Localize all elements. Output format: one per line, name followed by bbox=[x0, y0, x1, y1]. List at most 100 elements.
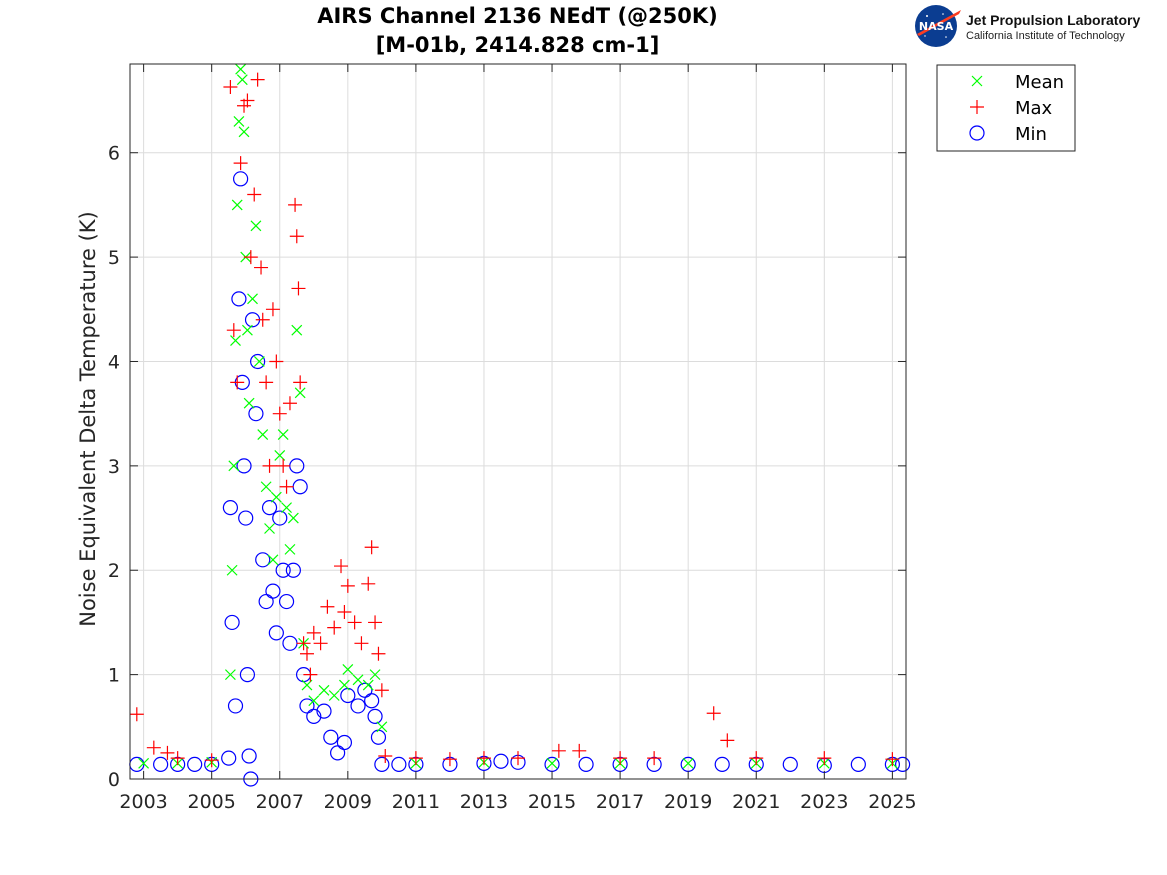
data-point-min bbox=[258, 593, 274, 610]
chart-title: AIRS Channel 2136 NEdT (@250K) bbox=[317, 4, 718, 28]
data-point-max bbox=[613, 751, 628, 766]
data-point-mean bbox=[294, 387, 306, 399]
data-point-mean bbox=[257, 429, 269, 440]
data-point-max bbox=[265, 302, 280, 317]
series-mean bbox=[138, 63, 898, 769]
data-point-min bbox=[224, 614, 240, 631]
data-point-min bbox=[285, 562, 301, 578]
data-point-mean bbox=[138, 757, 150, 769]
y-tick-label: 3 bbox=[108, 456, 120, 478]
data-point-mean bbox=[270, 491, 282, 503]
x-tick-label: 2017 bbox=[596, 791, 644, 813]
data-point-max bbox=[817, 751, 832, 766]
data-point-min bbox=[578, 756, 594, 772]
data-point-max bbox=[170, 751, 185, 766]
data-point-max bbox=[272, 406, 287, 421]
data-point-max bbox=[299, 646, 314, 661]
nasa-meatball-icon: NASA bbox=[915, 5, 961, 47]
x-tick-label: 2021 bbox=[732, 791, 780, 813]
data-point-max bbox=[250, 72, 265, 87]
data-point-max bbox=[230, 375, 245, 390]
data-point-max bbox=[254, 260, 269, 275]
data-point-mean bbox=[277, 429, 289, 440]
data-point-min bbox=[239, 667, 256, 683]
data-point-min bbox=[248, 406, 264, 422]
y-tick-label: 1 bbox=[108, 665, 120, 687]
data-point-max bbox=[749, 751, 764, 766]
x-tick-label: 2013 bbox=[460, 791, 508, 813]
data-point-min bbox=[268, 625, 284, 641]
data-point-mean bbox=[253, 356, 265, 367]
data-point-max bbox=[371, 646, 386, 661]
data-point-min bbox=[231, 291, 247, 307]
data-point-mean bbox=[301, 679, 313, 691]
data-point-max bbox=[288, 197, 303, 212]
legend[interactable]: Mean Max Min bbox=[936, 64, 1076, 152]
series-max bbox=[129, 72, 900, 768]
data-point-min bbox=[316, 703, 332, 719]
data-point-max bbox=[347, 615, 362, 630]
x-tick-label: 2011 bbox=[392, 791, 440, 813]
data-point-mean bbox=[243, 397, 255, 409]
data-point-mean bbox=[369, 669, 381, 681]
data-point-max bbox=[247, 187, 262, 202]
legend-marker-min bbox=[969, 125, 985, 141]
data-point-min bbox=[278, 593, 295, 610]
y-tick-label: 6 bbox=[108, 143, 120, 165]
data-point-max bbox=[255, 312, 270, 327]
data-point-min bbox=[233, 171, 249, 187]
data-point-max bbox=[160, 745, 175, 760]
data-point-max bbox=[262, 458, 277, 473]
caltech-name: California Institute of Technology bbox=[966, 30, 1125, 42]
y-tick-label: 4 bbox=[108, 351, 120, 373]
data-point-mean bbox=[281, 502, 292, 514]
data-point-mean bbox=[274, 449, 286, 461]
data-point-min bbox=[357, 682, 373, 698]
data-point-mean bbox=[546, 757, 558, 769]
data-point-max bbox=[204, 753, 219, 768]
data-point-max bbox=[293, 375, 308, 390]
data-point-min bbox=[364, 693, 380, 709]
data-point-max bbox=[408, 751, 423, 766]
data-point-min bbox=[306, 708, 322, 724]
data-point-min bbox=[222, 500, 239, 516]
data-point-min bbox=[250, 353, 266, 370]
y-tick-label: 2 bbox=[108, 560, 120, 582]
data-point-mean bbox=[352, 674, 364, 686]
data-point-max bbox=[240, 93, 255, 108]
data-point-min bbox=[350, 698, 366, 714]
data-point-max bbox=[706, 706, 721, 721]
data-point-max bbox=[340, 578, 355, 593]
data-point-mean bbox=[250, 220, 262, 232]
data-point-min bbox=[221, 750, 237, 766]
data-point-min bbox=[323, 729, 339, 745]
data-point-max bbox=[259, 375, 274, 390]
data-point-mean bbox=[233, 115, 245, 127]
data-point-max bbox=[647, 751, 662, 766]
data-point-max bbox=[572, 743, 587, 758]
data-point-mean bbox=[264, 523, 275, 534]
x-tick-label: 2023 bbox=[800, 791, 848, 813]
data-point-mean bbox=[287, 512, 299, 524]
legend-item-max: Max bbox=[970, 98, 1053, 119]
jpl-logo: NASA Jet Propulsion Laboratory Californi… bbox=[913, 4, 1158, 48]
data-point-max bbox=[296, 636, 311, 651]
nasa-badge-text: NASA bbox=[919, 20, 954, 33]
data-point-max bbox=[269, 354, 284, 369]
data-point-max bbox=[442, 752, 457, 767]
y-tick-label: 5 bbox=[108, 247, 120, 269]
data-point-mean bbox=[338, 679, 350, 691]
data-point-min bbox=[187, 756, 203, 772]
data-point-max bbox=[233, 156, 248, 171]
x-tick-label: 2015 bbox=[528, 791, 576, 813]
data-point-mean bbox=[284, 543, 296, 555]
data-point-max bbox=[511, 751, 525, 766]
data-point-min bbox=[238, 510, 254, 526]
data-point-max bbox=[337, 604, 352, 619]
legend-item-min: Min bbox=[969, 124, 1047, 145]
data-point-mean bbox=[238, 126, 250, 138]
legend-label: Max bbox=[1015, 98, 1053, 119]
data-point-max bbox=[226, 323, 241, 338]
data-point-max bbox=[720, 733, 735, 748]
data-point-mean bbox=[247, 293, 258, 305]
